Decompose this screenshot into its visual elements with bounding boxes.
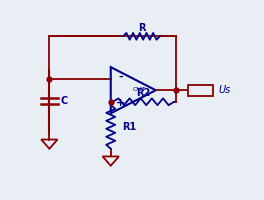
Text: R2: R2 bbox=[136, 88, 150, 98]
FancyBboxPatch shape bbox=[188, 85, 213, 96]
Text: OUT: OUT bbox=[133, 87, 146, 92]
Text: R: R bbox=[138, 23, 145, 33]
Text: -: - bbox=[119, 72, 123, 82]
Text: +: + bbox=[116, 98, 126, 108]
Text: Us: Us bbox=[218, 85, 230, 95]
Text: R1: R1 bbox=[122, 122, 136, 132]
Text: C: C bbox=[61, 96, 68, 106]
